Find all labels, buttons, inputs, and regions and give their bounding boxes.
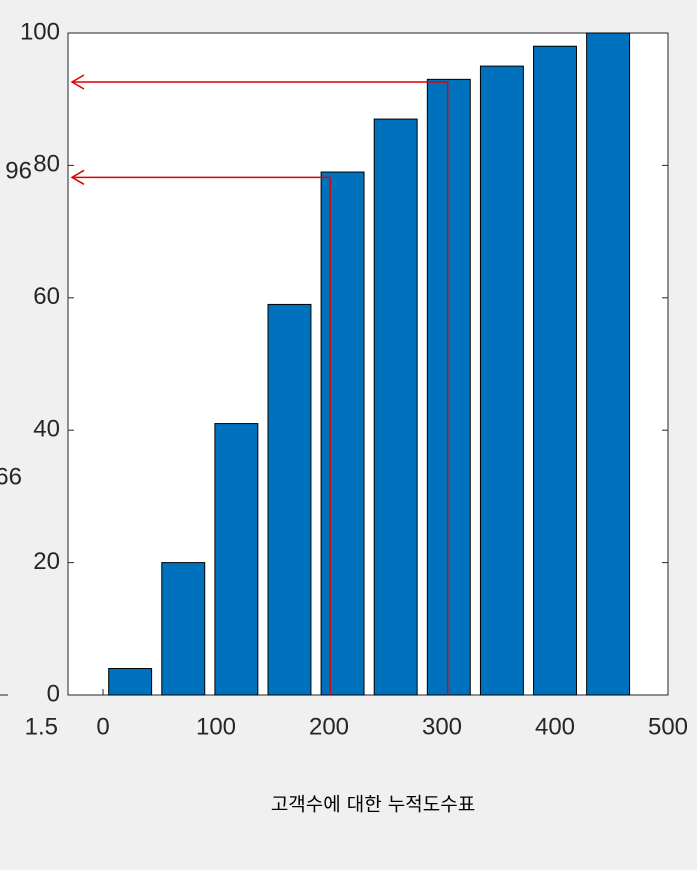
arrow-head: [70, 74, 85, 90]
x-tick-label: 0: [96, 713, 109, 740]
y-tick-label: 20: [33, 548, 60, 575]
bar: [161, 562, 206, 696]
caption: 고객수에 대한 누적도수표: [271, 794, 475, 816]
bar: [108, 668, 153, 696]
fragment: 1.5: [25, 713, 58, 740]
bar: [426, 78, 471, 696]
bar: [214, 423, 259, 696]
x-tick-label: 100: [196, 713, 236, 740]
fragment: 96: [5, 157, 32, 184]
x-tick-label: 500: [648, 713, 688, 740]
bar: [267, 303, 312, 696]
x-tick-label: 400: [535, 713, 575, 740]
bar: [533, 45, 577, 696]
bar: [479, 65, 524, 696]
bar: [320, 171, 365, 696]
y-tick-label: 100: [20, 18, 60, 45]
y-tick-label: 80: [33, 151, 60, 178]
y-tick-label: 40: [33, 416, 60, 443]
arrow-head: [70, 169, 85, 185]
x-tick-label: 300: [422, 713, 462, 740]
y-tick-label: 60: [33, 283, 60, 310]
plot-area: [67, 32, 669, 696]
bar: [373, 118, 418, 696]
bar: [586, 32, 631, 696]
y-tick-label: 0: [47, 680, 60, 707]
fragment: 66: [0, 463, 22, 490]
x-tick-label: 200: [309, 713, 349, 740]
